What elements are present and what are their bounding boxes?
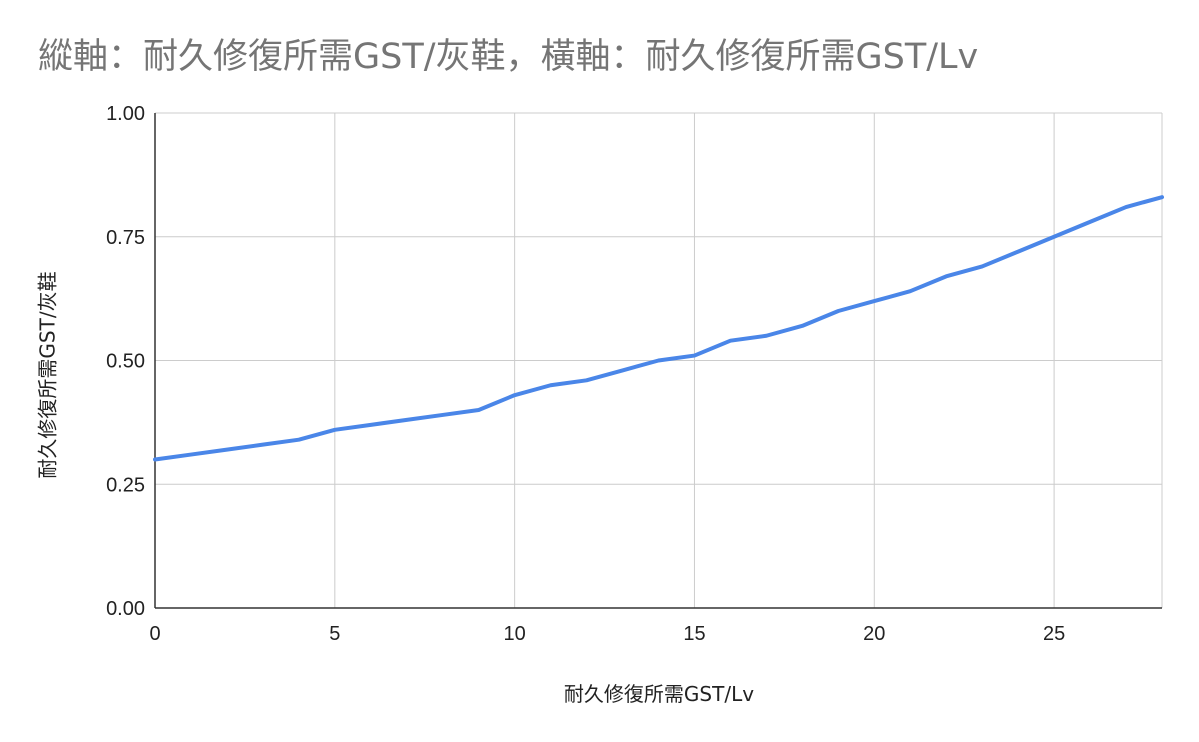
x-tick-label: 25 — [1043, 623, 1065, 645]
series-line — [153, 195, 1164, 462]
y-tick-label: 0.75 — [106, 227, 145, 249]
x-tick-label: 15 — [683, 623, 705, 645]
y-tick-label: 0.50 — [106, 351, 145, 373]
x-tick-label: 0 — [149, 623, 160, 645]
y-tick-label: 1.00 — [106, 103, 145, 125]
x-axis-label: 耐久修復所需GST/Lv — [563, 682, 755, 706]
chart-title: 縱軸：耐久修復所需GST/灰鞋，橫軸：耐久修復所需GST/Lv — [38, 37, 979, 77]
x-tick-label: 10 — [504, 623, 526, 645]
y-tick-label: 0.00 — [106, 598, 145, 620]
x-tick-label: 5 — [329, 623, 340, 645]
y-tick-label: 0.25 — [106, 474, 145, 496]
x-tick-label: 20 — [863, 623, 885, 645]
y-axis-label: 耐久修復所需GST/灰鞋 — [35, 271, 60, 479]
